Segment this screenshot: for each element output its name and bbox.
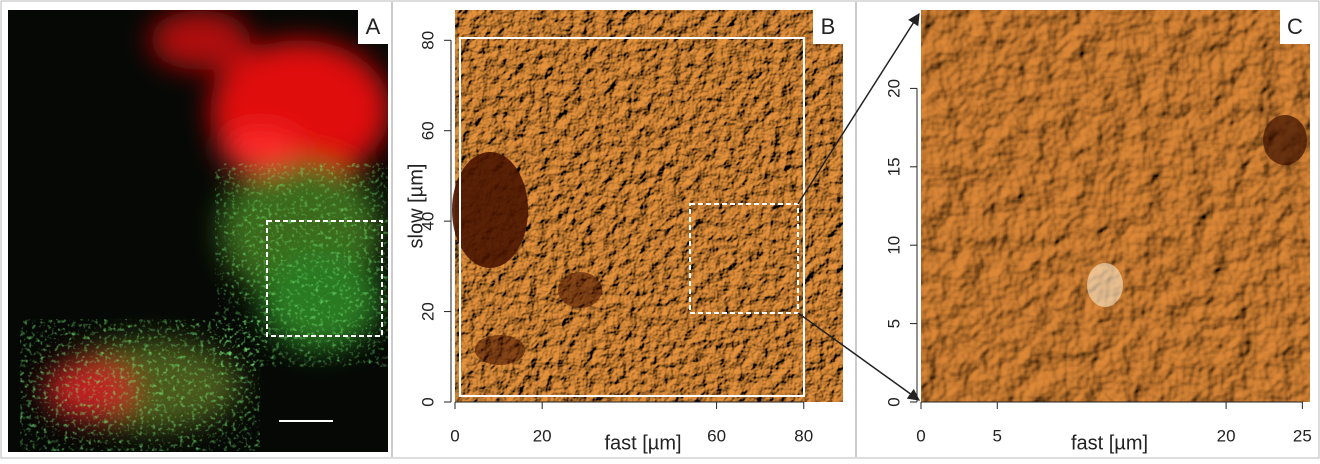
x-axis-label: fast [µm] [1071, 432, 1148, 454]
x-axis-label: fast [µm] [604, 432, 681, 454]
x-tick-label: 20 [1217, 426, 1236, 445]
y-tick-label: 0 [418, 397, 437, 406]
y-tick-label: 20 [884, 79, 903, 98]
x-tick-label: 20 [533, 426, 552, 445]
fluorescence-image [8, 10, 390, 452]
x-tick-label: 0 [450, 426, 459, 445]
figure: AB0206080020406080fast [µm]slow [µm]C052… [0, 0, 1320, 459]
y-axis-label: slow [µm] [405, 164, 427, 249]
y-tick-label: 60 [418, 121, 437, 140]
afm-image [452, 10, 843, 402]
y-tick-label: 10 [884, 236, 903, 255]
panel-label: A [366, 14, 381, 39]
y-tick-label: 15 [884, 157, 903, 176]
x-tick-label: 60 [707, 426, 726, 445]
y-tick-label: 0 [884, 397, 903, 406]
y-tick-label: 5 [884, 319, 903, 328]
afm-zoom-image [921, 10, 1310, 402]
y-tick-label: 80 [418, 31, 437, 50]
x-tick-label: 80 [794, 426, 813, 445]
y-tick-label: 20 [418, 302, 437, 321]
panel-label: C [1287, 14, 1303, 39]
page: AB0206080020406080fast [µm]slow [µm]C052… [0, 0, 1320, 464]
x-tick-label: 25 [1293, 426, 1312, 445]
x-tick-label: 0 [916, 426, 925, 445]
panel-label: B [821, 14, 836, 39]
x-tick-label: 5 [993, 426, 1002, 445]
